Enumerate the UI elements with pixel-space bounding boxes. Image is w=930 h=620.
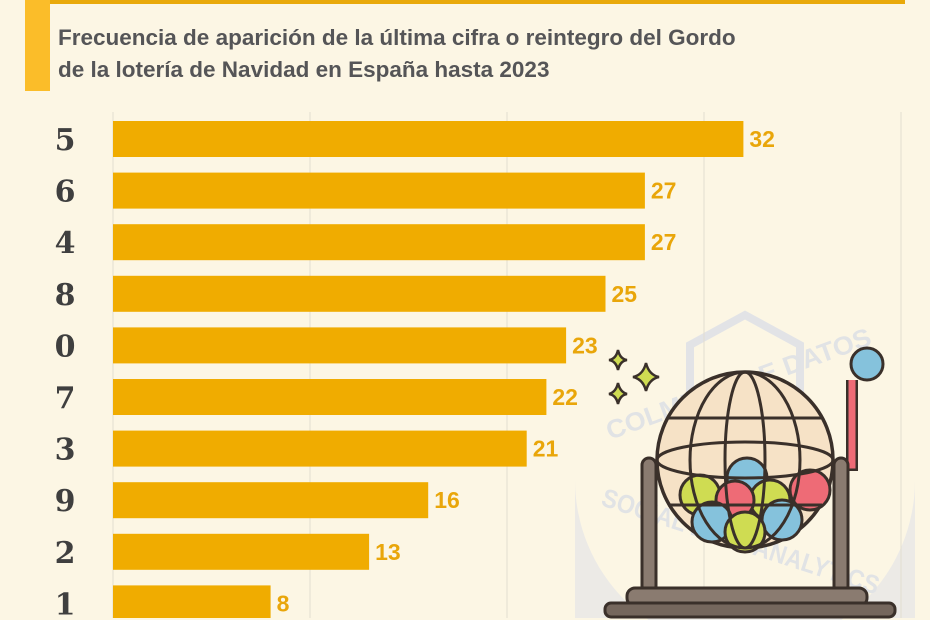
value-label: 25 [612,281,638,307]
bar-9 [113,482,429,519]
title-line-2: de la lotería de Navidad en España hasta… [58,57,550,82]
bar-5 [113,121,744,157]
value-label: 27 [651,178,677,204]
value-label: 21 [533,436,559,462]
value-label: 27 [651,229,677,255]
category-label: 8 [55,278,76,313]
value-label: 32 [749,126,775,152]
bar-2 [113,533,370,570]
category-label: 0 [55,329,76,364]
value-label: 8 [277,590,290,616]
bar-3 [113,430,527,467]
category-label: 4 [55,226,76,261]
lottery-drum-illustration [603,346,897,619]
chart-title: Frecuencia de aparición de la última cif… [58,22,858,86]
category-label: 3 [55,433,76,468]
title-accent-bar [25,0,50,91]
value-label: 22 [552,384,578,410]
value-label: 23 [572,332,598,358]
value-label: 13 [375,539,401,565]
value-label: 16 [434,487,460,513]
category-label: 6 [55,175,76,210]
bar-6 [113,172,645,209]
bar-7 [113,379,547,415]
bar-0 [113,327,567,364]
category-label: 2 [55,536,76,571]
bar-8 [113,275,606,312]
category-label: 7 [55,381,76,416]
top-border [25,0,905,4]
bar-4 [113,224,645,261]
category-label: 1 [55,587,76,620]
sparkle-icon [608,349,660,405]
title-line-1: Frecuencia de aparición de la última cif… [58,25,736,50]
category-label: 9 [55,484,76,519]
category-label: 5 [55,123,76,158]
bar-1 [113,585,271,618]
